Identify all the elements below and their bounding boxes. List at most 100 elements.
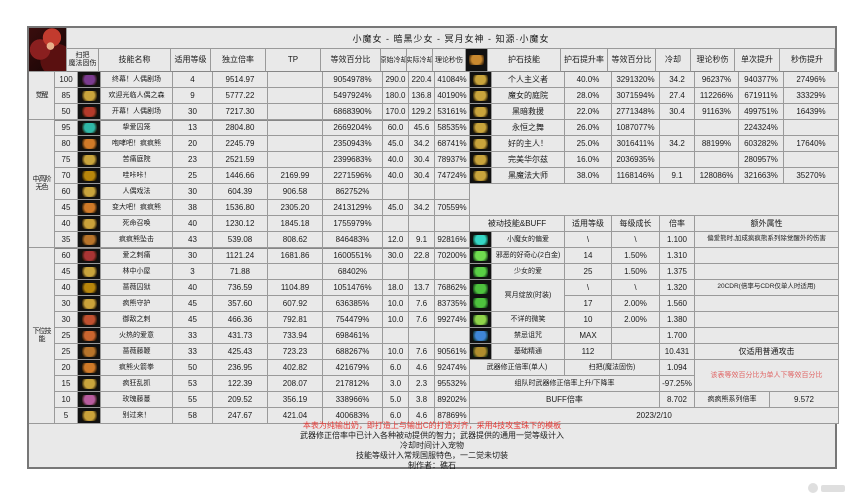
header-independent-rate: 独立倍率: [211, 49, 266, 72]
skill-cell-level: 30: [55, 312, 78, 328]
skill-cell-apply: 13: [173, 120, 213, 136]
stone-cell-boost: 38.0%: [565, 168, 612, 184]
skill-row: 30 疯熊守护 45 357.60 607.92 636385% 10.0 7.6 83735%: [55, 296, 470, 312]
skill-icon-cell: [78, 344, 101, 360]
skill-data-sheet: 小魔女 - 暗黑少女 - 冥月女神 - 知源·小魔女 扫把 魔法固伤 技能名称 …: [27, 26, 839, 470]
stone-cell-eq: 2036935%: [612, 152, 660, 168]
skill-cell-dps: 70200%: [435, 248, 470, 264]
stone-cell-dps: 128086%: [695, 168, 739, 184]
passive-icon: [472, 249, 489, 262]
skill-cell-tp: 723.23: [268, 344, 323, 360]
skill-cell-name: 疯熊火箭拳: [101, 360, 173, 376]
stone-cell-single: 499751%: [739, 104, 784, 120]
passive-growth: 1.50%: [612, 264, 660, 280]
skill-cell-cd_raw: 10.0: [383, 312, 409, 328]
passive-row-fashion: 冥月绽放(时装) \ \ 1.320 20CDR(倍率与CDR仅单人时适用) 1…: [470, 280, 839, 312]
skill-cell-rate: 7217.30: [213, 104, 268, 120]
header-passive-rate: 倍率: [660, 216, 695, 232]
skill-cell-tp: 808.62: [268, 232, 323, 248]
note-line: 武器修正倍率中已计入各种被动提供的智力；武器提供的通用一觉等级计入: [300, 431, 564, 440]
skill-cell-rate: 1536.80: [213, 200, 268, 216]
skill-cell-cd_real: 45.6: [409, 120, 435, 136]
skill-cell-level: 5: [55, 408, 78, 424]
passive-level: 25: [565, 264, 612, 280]
skill-cell-name: 火热的爱意: [101, 328, 173, 344]
skill-cell-level: 70: [55, 168, 78, 184]
skill-cell-eq: 5497924%: [323, 88, 383, 104]
skill-cell-eq: 68402%: [323, 264, 383, 280]
stone-icon: [472, 121, 489, 134]
skill-icon: [80, 329, 98, 342]
page-title: 小魔女 - 暗黑少女 - 冥月女神 - 知源·小魔女: [67, 28, 835, 49]
skill-cell-cd_real: 9.1: [409, 232, 435, 248]
passive-name: 禁忌诅咒: [492, 328, 565, 344]
skill-icon: [80, 345, 98, 358]
passive-rate: 1.375: [660, 264, 695, 280]
passive-growth: 2.00%: [612, 296, 660, 312]
passive-growth: [612, 344, 660, 360]
skill-cell-dps: 76862%: [435, 280, 470, 296]
skill-cell-level: 35: [55, 232, 78, 248]
skill-cell-cd_real: 4.6: [409, 360, 435, 376]
stone-icon-cell: [470, 120, 492, 136]
skill-cell-cd_real: 3.8: [409, 392, 435, 408]
skill-cell-cd_raw: 6.0: [383, 360, 409, 376]
team-correction-label: 组队时武器修正倍率上升/下降率: [470, 376, 660, 392]
passive-rate: 1.320: [660, 280, 695, 296]
skill-cell-apply: 33: [173, 328, 213, 344]
skill-cell-apply: 40: [173, 280, 213, 296]
skill-cell-dps: 53161%: [435, 104, 470, 120]
passive-name: 小魔女的偏爱: [492, 232, 565, 248]
skill-cell-apply: 50: [173, 360, 213, 376]
header-stone-cooldown: 冷却: [656, 49, 691, 72]
skill-cell-dps: 70559%: [435, 200, 470, 216]
stone-cell-dps: 112266%: [695, 88, 739, 104]
stone-cell-dps: [695, 152, 739, 168]
note-line: 冷却时间计入宠物: [400, 441, 464, 450]
skill-cell-tp: 421.04: [268, 408, 323, 424]
skill-cell-name: 疯疯熊坠击: [101, 232, 173, 248]
passive-extra: [695, 248, 839, 264]
stone-icon-cell: [470, 72, 492, 88]
skill-row: 10 玫瑰藤蔓 55 209.52 356.19 338966% 5.0 3.8 89202%: [55, 392, 470, 408]
bear-series-value: 9.572: [770, 392, 839, 408]
skill-cell-dps: [435, 328, 470, 344]
skill-icon-cell: [78, 200, 101, 216]
stone-cell-boost: 22.0%: [565, 104, 612, 120]
skill-cell-eq: 1051476%: [323, 280, 383, 296]
skill-cell-cd_raw: 45.0: [383, 200, 409, 216]
skill-row: 80 咆哮吧！疯疯熊 20 2245.79 2350943% 45.0 34.2 68741%: [55, 136, 470, 152]
skill-icon: [80, 233, 98, 246]
skill-icon: [80, 297, 98, 310]
skill-cell-cd_raw: 170.0: [383, 104, 409, 120]
passive-growth: \: [612, 280, 660, 296]
passive-name: 少女的爱: [492, 264, 565, 280]
skill-row: 35 疯疯熊坠击 43 539.08 808.62 846483% 12.0 9.1 92816…: [55, 232, 470, 248]
skill-cell-name: 御敌之刺: [101, 312, 173, 328]
passive-growth: 1.50%: [612, 248, 660, 264]
stone-header-icon-cell: [466, 49, 488, 72]
skill-icon-cell: [78, 280, 101, 296]
skill-cell-eq: 2271596%: [323, 168, 383, 184]
stone-icon: [472, 137, 489, 150]
stone-icon-cell: [470, 168, 492, 184]
skill-cell-name: 疯狂乱抓: [101, 376, 173, 392]
skill-cell-apply: 30: [173, 104, 213, 120]
skill-cell-dps: 99274%: [435, 312, 470, 328]
skill-cell-cd_real: [409, 216, 435, 232]
skill-cell-cd_raw: [383, 184, 409, 200]
passive-growth: [612, 328, 660, 344]
skill-icon-cell: [78, 264, 101, 280]
skill-cell-tp: [268, 120, 323, 136]
skill-cell-dps: 40190%: [435, 88, 470, 104]
skill-cell-cd_real: 7.6: [409, 344, 435, 360]
skill-cell-apply: 53: [173, 376, 213, 392]
skill-cell-cd_real: 129.2: [409, 104, 435, 120]
skill-cell-cd_raw: [383, 264, 409, 280]
stone-cell-name: 完美华尔兹: [492, 152, 565, 168]
passive-icon: [472, 345, 489, 358]
skill-row: 40 蔷薇囚狱 40 736.59 1104.89 1051476% 18.0 13.7 768…: [55, 280, 470, 296]
skill-cell-apply: 4: [173, 72, 213, 88]
skill-row: 70 哇咔咔！ 25 1446.66 2169.99 2271596% 40.0 30.4 74…: [55, 168, 470, 184]
passive-rate: 1.700: [660, 328, 695, 344]
